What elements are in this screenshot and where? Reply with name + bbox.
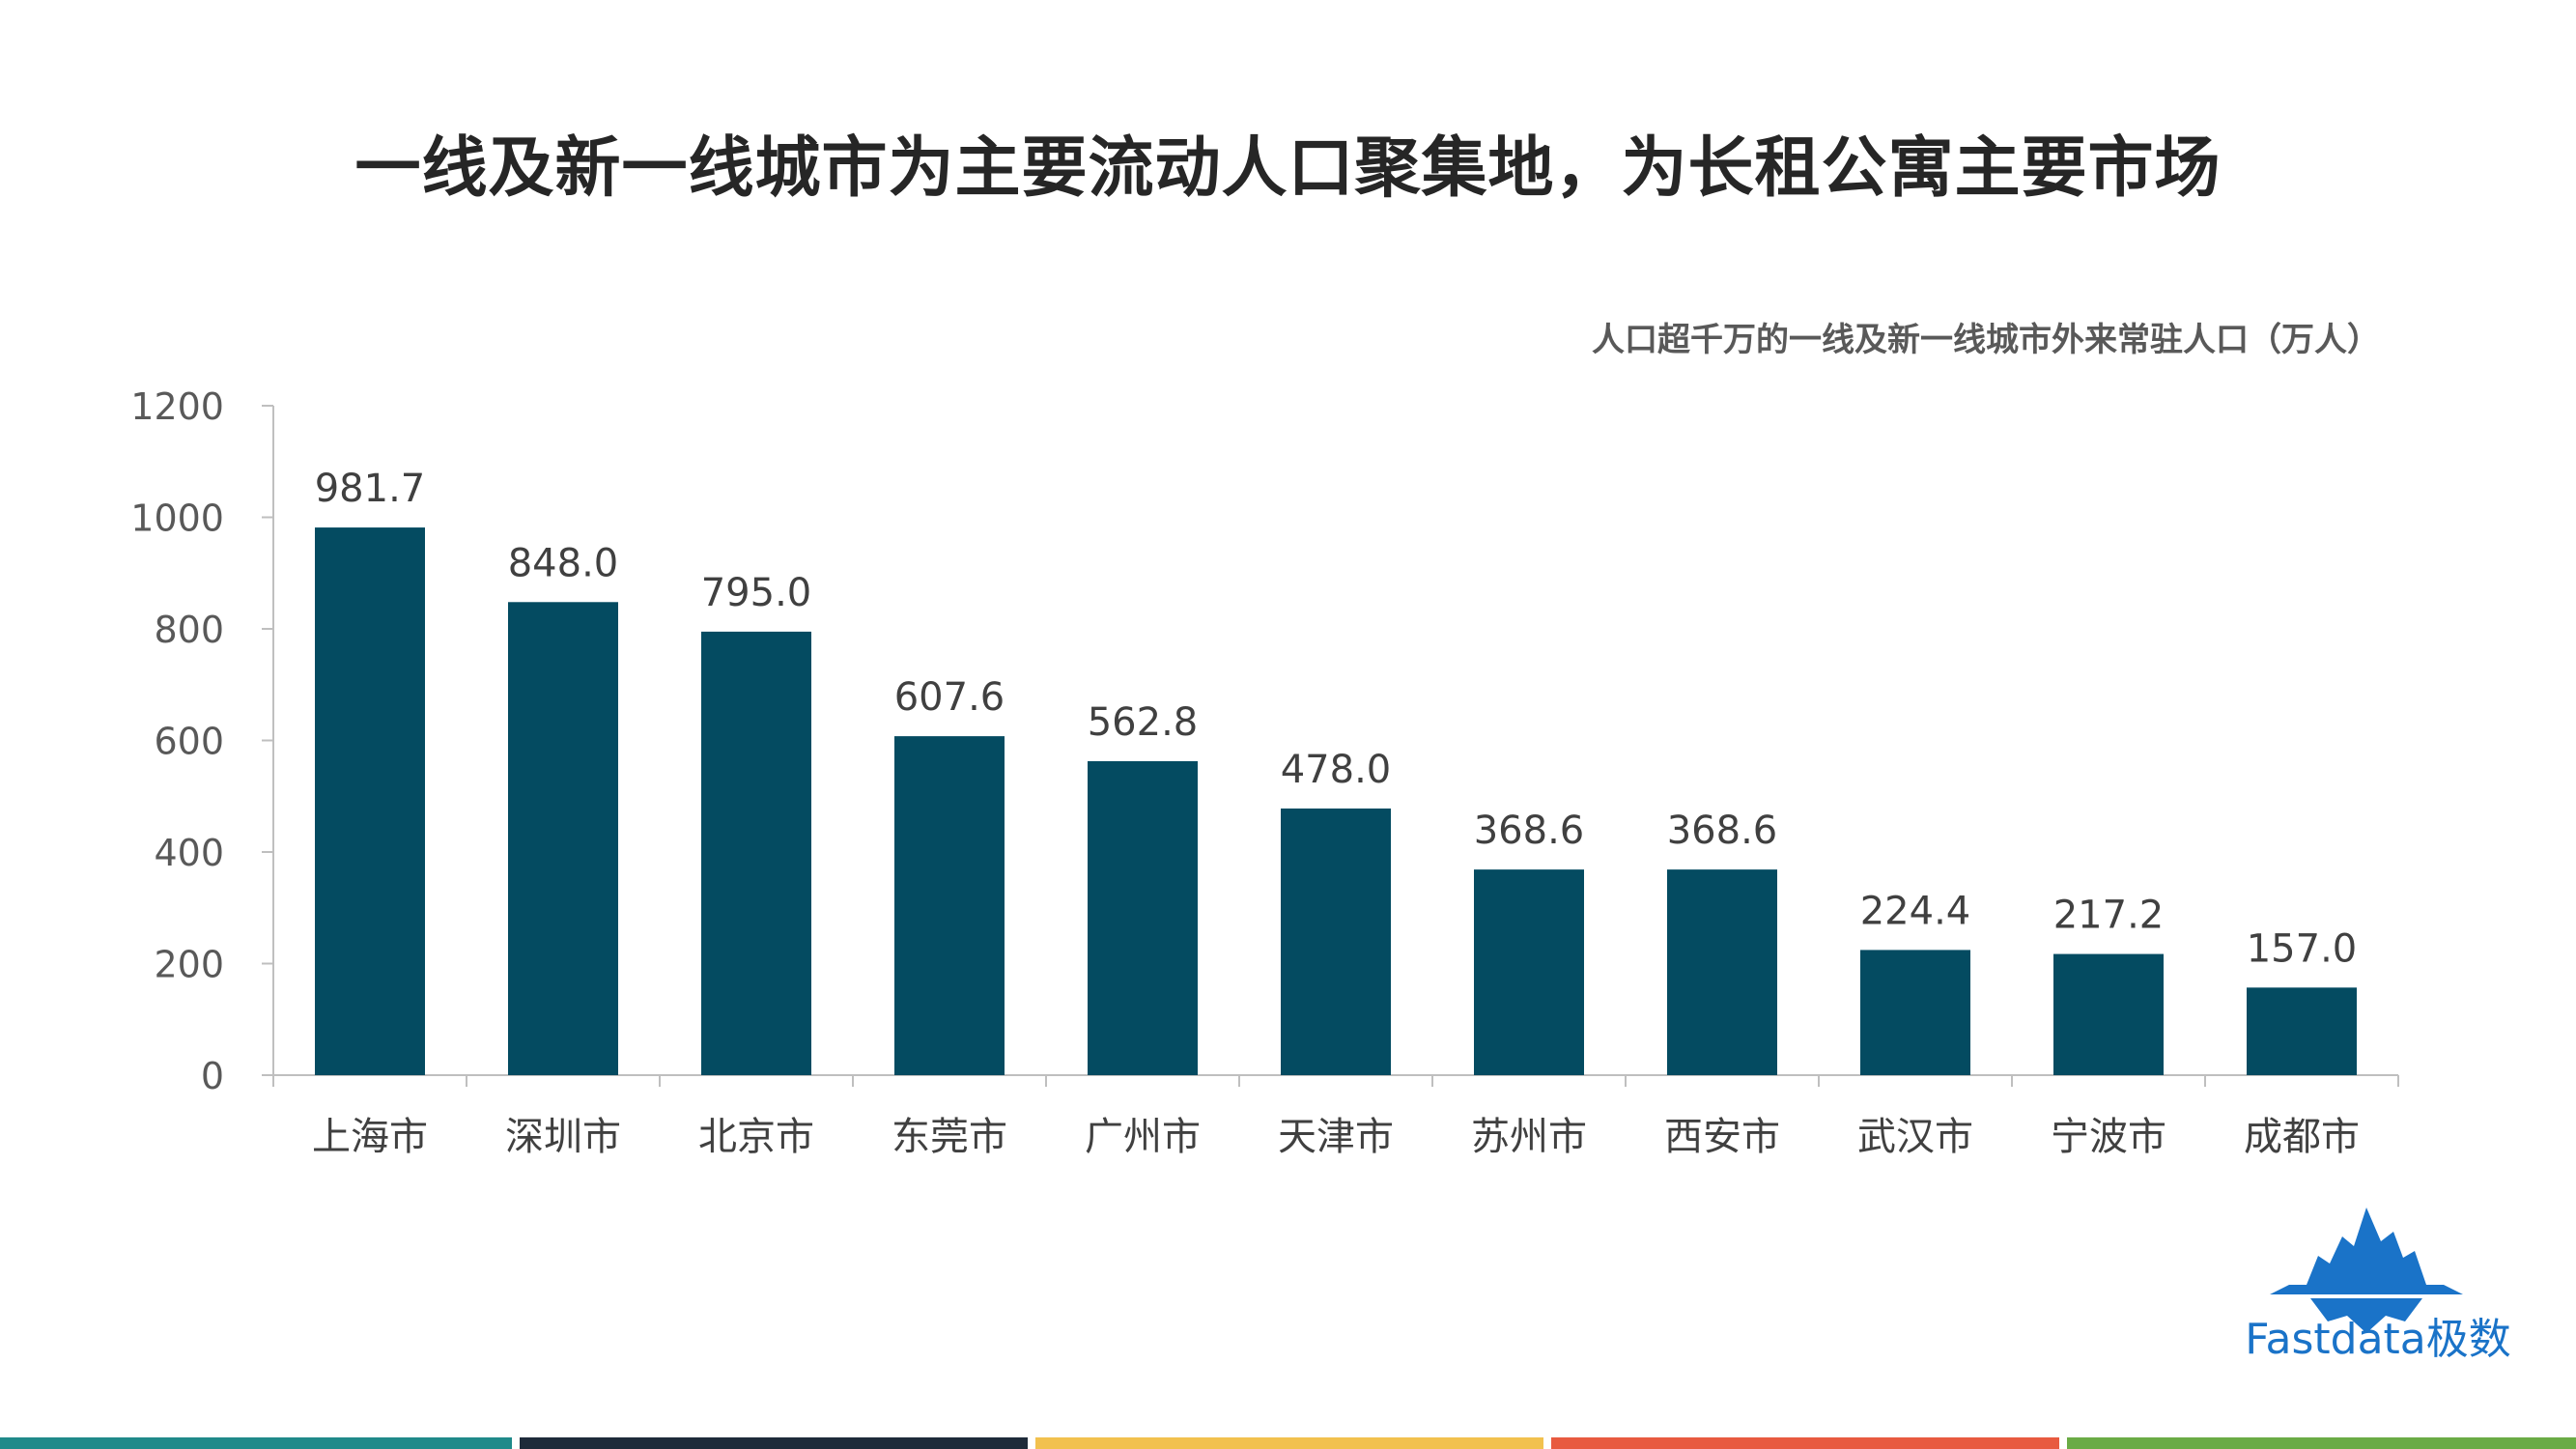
footer-strip-2 — [520, 1437, 1028, 1449]
data-label: 368.6 — [1667, 809, 1778, 853]
x-tick-label: 西安市 — [1664, 1115, 1780, 1159]
page-title: 一线及新一线城市为主要流动人口聚集地，为长租公寓主要市场 — [354, 130, 2222, 207]
bar — [1281, 808, 1391, 1075]
x-tick-label: 天津市 — [1278, 1115, 1394, 1159]
x-tick-label: 北京市 — [698, 1115, 814, 1159]
x-tick-label: 武汉市 — [1857, 1115, 1973, 1159]
bar — [315, 527, 425, 1075]
y-tick-label: 800 — [154, 609, 224, 651]
y-tick-label: 0 — [201, 1055, 224, 1097]
bar — [1088, 760, 1198, 1075]
data-label: 607.6 — [894, 675, 1005, 720]
data-label: 478.0 — [1281, 748, 1392, 792]
x-tick-label: 上海市 — [312, 1115, 428, 1159]
footer-strip-3 — [1035, 1437, 1543, 1449]
y-tick-label: 400 — [154, 832, 224, 874]
logo-text: Fastdata极数 — [2245, 1315, 2511, 1364]
bar — [894, 736, 1005, 1075]
y-tick-label: 1200 — [130, 385, 224, 428]
bar — [2247, 987, 2357, 1075]
bar — [2053, 953, 2164, 1075]
bar — [1860, 950, 1970, 1075]
data-label: 217.2 — [2053, 894, 2165, 938]
data-label: 981.7 — [315, 467, 426, 511]
x-tick-label: 东莞市 — [892, 1115, 1007, 1159]
chart-title: 人口超千万的一线及新一线城市外来常驻人口（万人） — [1592, 321, 2380, 359]
footer-strip-4 — [1551, 1437, 2059, 1449]
x-tick-label: 成都市 — [2244, 1115, 2360, 1159]
data-label: 368.6 — [1474, 809, 1585, 853]
footer-strip-1 — [0, 1437, 512, 1449]
bar-chart: 0 200 400 600 800 1000 1200 981.7 上海市 848.0 深圳市 795… — [130, 385, 2399, 1159]
x-tick-label: 深圳市 — [505, 1115, 621, 1159]
iceberg-logo-icon — [2270, 1208, 2463, 1333]
bar — [1474, 869, 1584, 1075]
x-tick-label: 宁波市 — [2051, 1115, 2166, 1159]
data-label: 795.0 — [701, 571, 812, 615]
x-tick-label: 苏州市 — [1471, 1115, 1587, 1159]
y-tick-label: 200 — [154, 944, 224, 986]
bar — [701, 631, 811, 1075]
data-label: 848.0 — [508, 541, 619, 585]
x-tick-label: 广州市 — [1085, 1115, 1201, 1159]
y-tick-label: 600 — [154, 721, 224, 763]
bar — [508, 602, 618, 1075]
bar — [1667, 869, 1777, 1075]
data-label: 157.0 — [2247, 926, 2358, 971]
data-label: 224.4 — [1860, 889, 1971, 933]
footer-strip-5 — [2067, 1437, 2576, 1449]
data-label: 562.8 — [1088, 700, 1199, 745]
y-tick-label: 1000 — [130, 497, 224, 540]
